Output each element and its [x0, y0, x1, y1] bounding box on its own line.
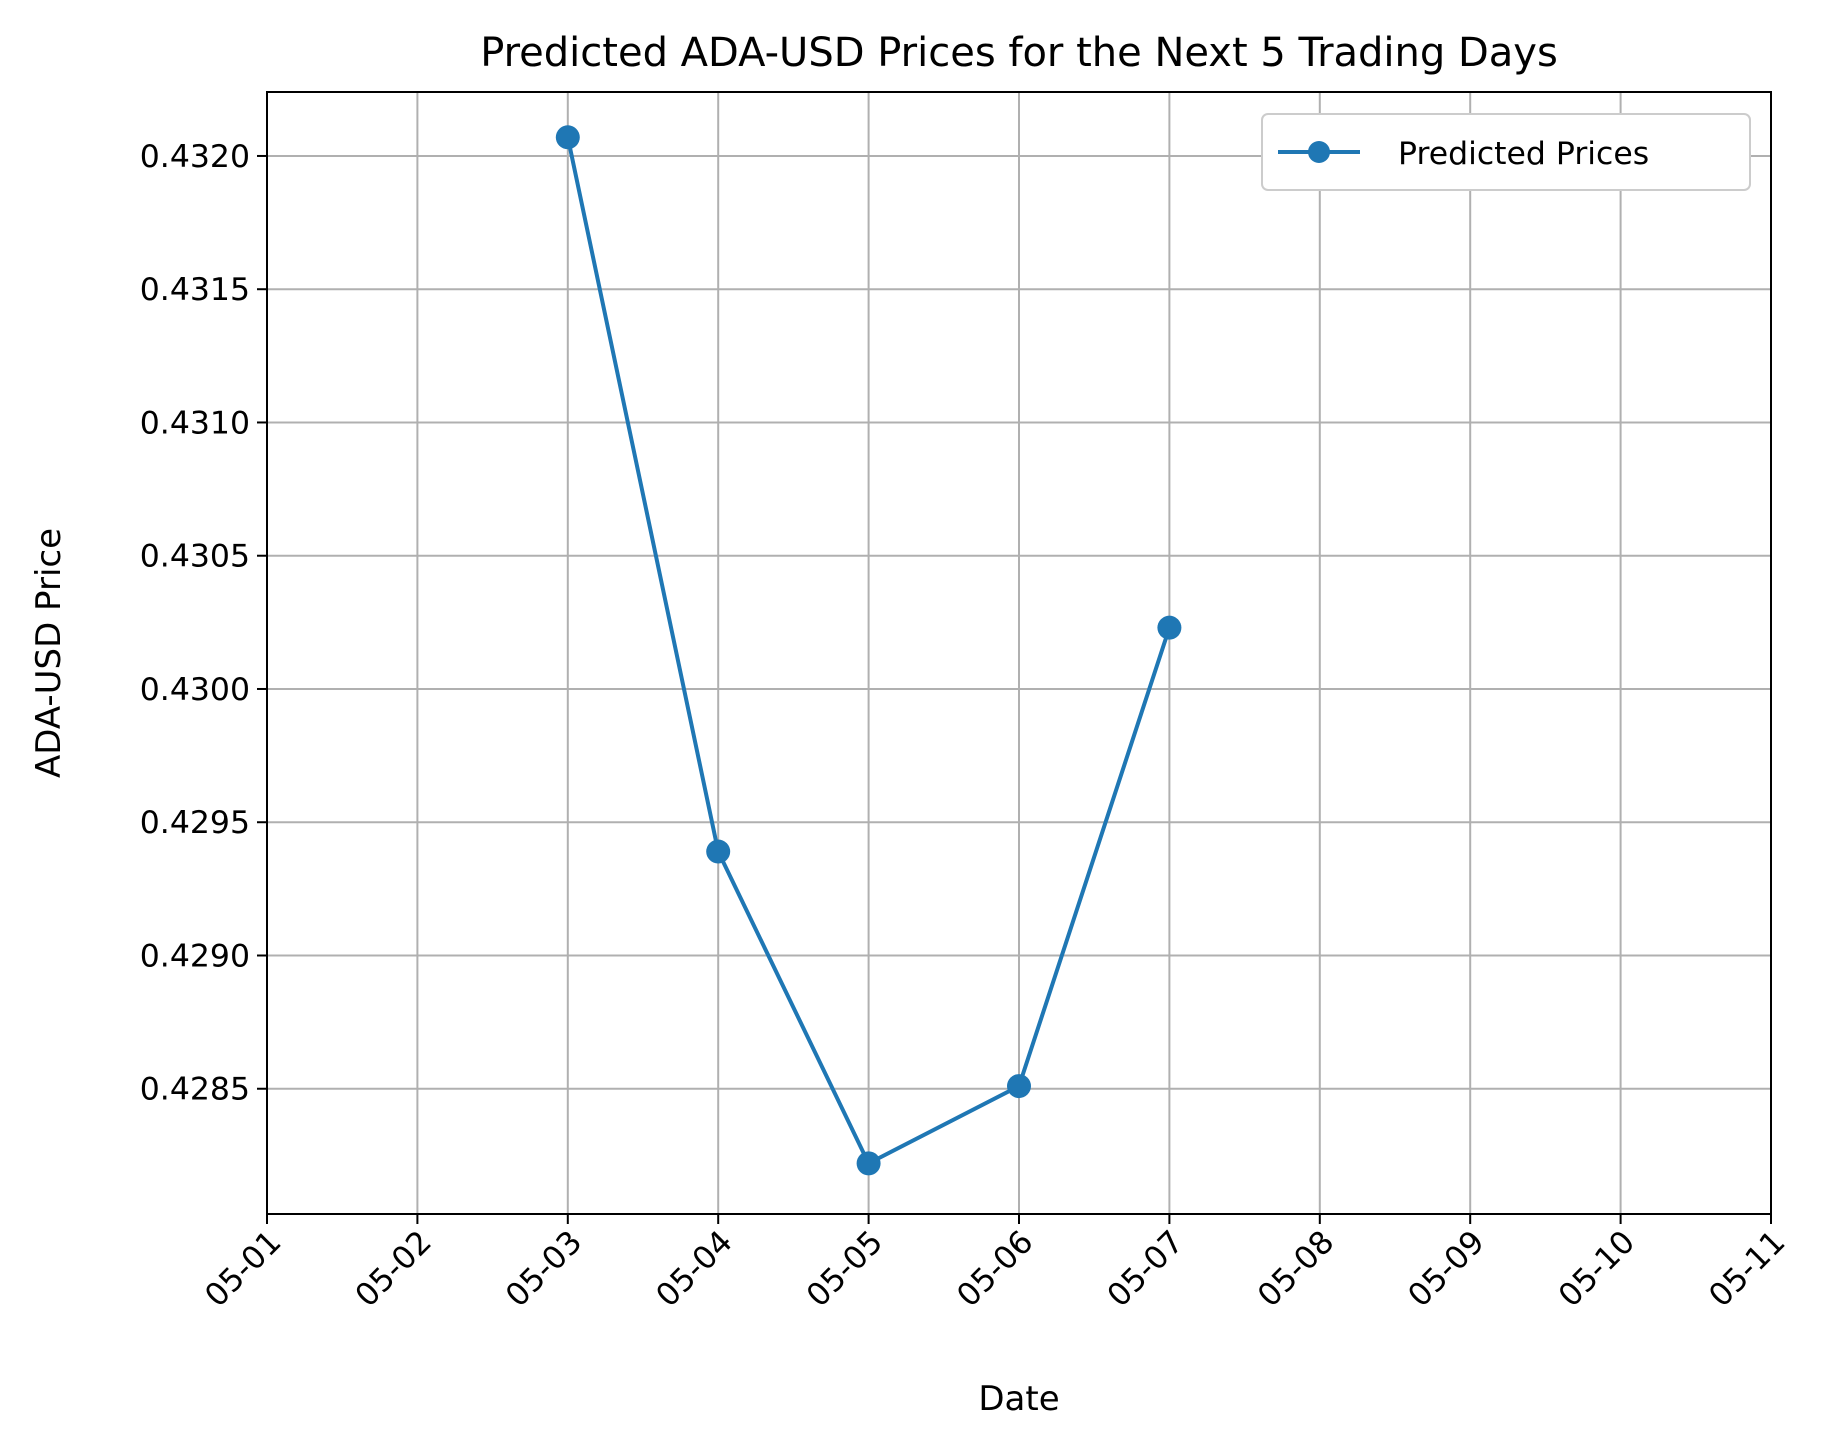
legend-marker: [1308, 141, 1330, 163]
series-layer: [555, 125, 1182, 1176]
data-point: [1007, 1074, 1031, 1099]
y-tick-label: 0.4320: [140, 139, 250, 175]
y-axis: 0.4285 0.4290 0.4295 0.4300 0.4305 0.4310 0.43…: [140, 139, 267, 1108]
y-tick-label: 0.4305: [140, 539, 250, 575]
y-tick-label: 0.4310: [140, 405, 250, 441]
data-point: [856, 1151, 881, 1176]
x-axis-label: Date: [978, 1379, 1059, 1419]
y-tick-label: 0.4285: [140, 1072, 250, 1108]
y-tick-label: 0.4300: [140, 672, 250, 708]
y-tick-label: 0.4315: [140, 272, 250, 308]
y-axis-label: ADA-USD Price: [29, 528, 69, 778]
y-tick-label: 0.4295: [140, 805, 250, 841]
legend-box: [1261, 113, 1751, 191]
data-point: [1157, 615, 1182, 640]
chart-title: Predicted ADA-USD Prices for the Next 5 …: [480, 30, 1558, 76]
legend: Predicted Prices: [1261, 113, 1751, 191]
data-point: [706, 839, 731, 864]
y-tick-label: 0.4290: [140, 938, 250, 974]
data-point: [555, 125, 580, 150]
legend-label: Predicted Prices: [1398, 136, 1649, 172]
